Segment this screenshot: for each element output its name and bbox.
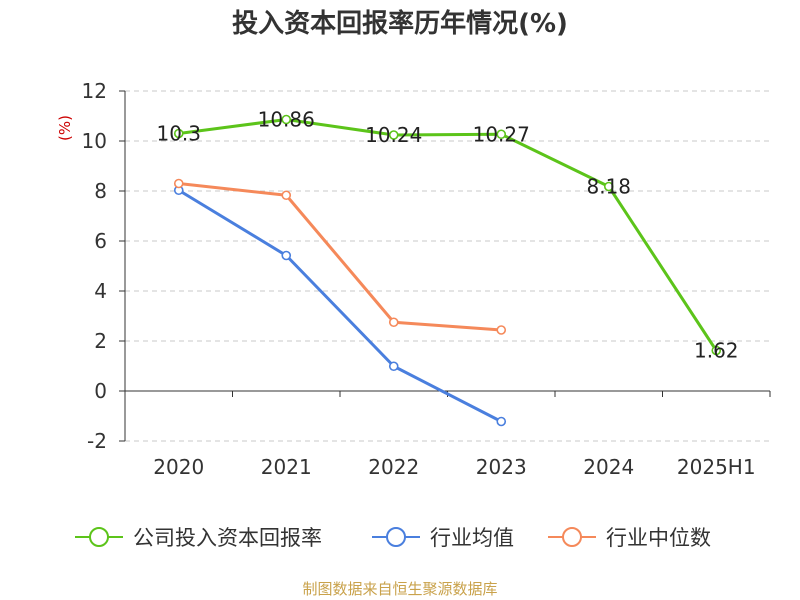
y-tick-label: 4 xyxy=(94,279,107,303)
data-point xyxy=(496,416,507,427)
data-label: 10.86 xyxy=(258,108,315,132)
y-axis-unit: (%) xyxy=(56,115,74,141)
legend-label: 行业中位数 xyxy=(606,526,711,550)
y-tick-label: 10 xyxy=(82,129,107,153)
legend-marker xyxy=(89,527,109,547)
data-labels: 10.3 10.86 10.24 10.27 8.18 1.62 xyxy=(156,108,738,363)
data-label: 10.3 xyxy=(156,122,201,146)
data-point xyxy=(281,114,292,125)
y-tick-label: 0 xyxy=(94,379,107,403)
legend: 公司投入资本回报率 行业均值 行业中位数 xyxy=(75,526,711,550)
x-tick-label: 2024 xyxy=(583,455,634,479)
chart-title: 投入资本回报率历年情况(%) xyxy=(232,8,568,39)
source-note: 制图数据来自恒生聚源数据库 xyxy=(302,580,497,598)
data-point xyxy=(173,128,184,139)
x-tick-label: 2025H1 xyxy=(677,455,756,479)
data-point xyxy=(496,325,507,335)
data-point xyxy=(711,345,722,356)
x-tick-label: 2020 xyxy=(153,455,204,479)
data-point xyxy=(603,181,614,192)
x-tick-label: 2021 xyxy=(261,455,312,479)
data-label: 10.24 xyxy=(365,123,422,147)
x-tick-label: 2022 xyxy=(368,455,419,479)
x-tick-label: 2023 xyxy=(476,455,527,479)
y-tick-label: 12 xyxy=(82,79,107,103)
y-tick-label: 6 xyxy=(94,229,107,253)
data-point xyxy=(388,130,399,140)
series-group xyxy=(173,114,722,427)
series-line xyxy=(178,182,502,332)
legend-marker xyxy=(386,527,406,547)
legend-label: 行业均值 xyxy=(430,526,514,550)
y-tick-label: 2 xyxy=(94,329,107,353)
y-tick-label: 8 xyxy=(94,179,107,203)
series-line xyxy=(177,188,502,423)
data-point xyxy=(281,190,292,201)
y-tick-label: -2 xyxy=(87,429,107,453)
gridlines xyxy=(125,90,770,442)
data-point xyxy=(173,178,184,189)
legend-label: 公司投入资本回报率 xyxy=(133,526,322,550)
data-point xyxy=(281,250,292,261)
legend-marker xyxy=(562,527,582,547)
axes: 12 10 8 6 4 2 0 -2 2020 2021 2022 2023 2024 2025H1 xyxy=(82,79,771,479)
series-line xyxy=(178,118,718,352)
data-label: 1.62 xyxy=(694,339,739,363)
data-label: 8.18 xyxy=(586,175,631,199)
data-point xyxy=(388,317,399,328)
data-point xyxy=(388,361,399,372)
data-point xyxy=(496,129,507,140)
data-label: 10.27 xyxy=(473,122,530,146)
